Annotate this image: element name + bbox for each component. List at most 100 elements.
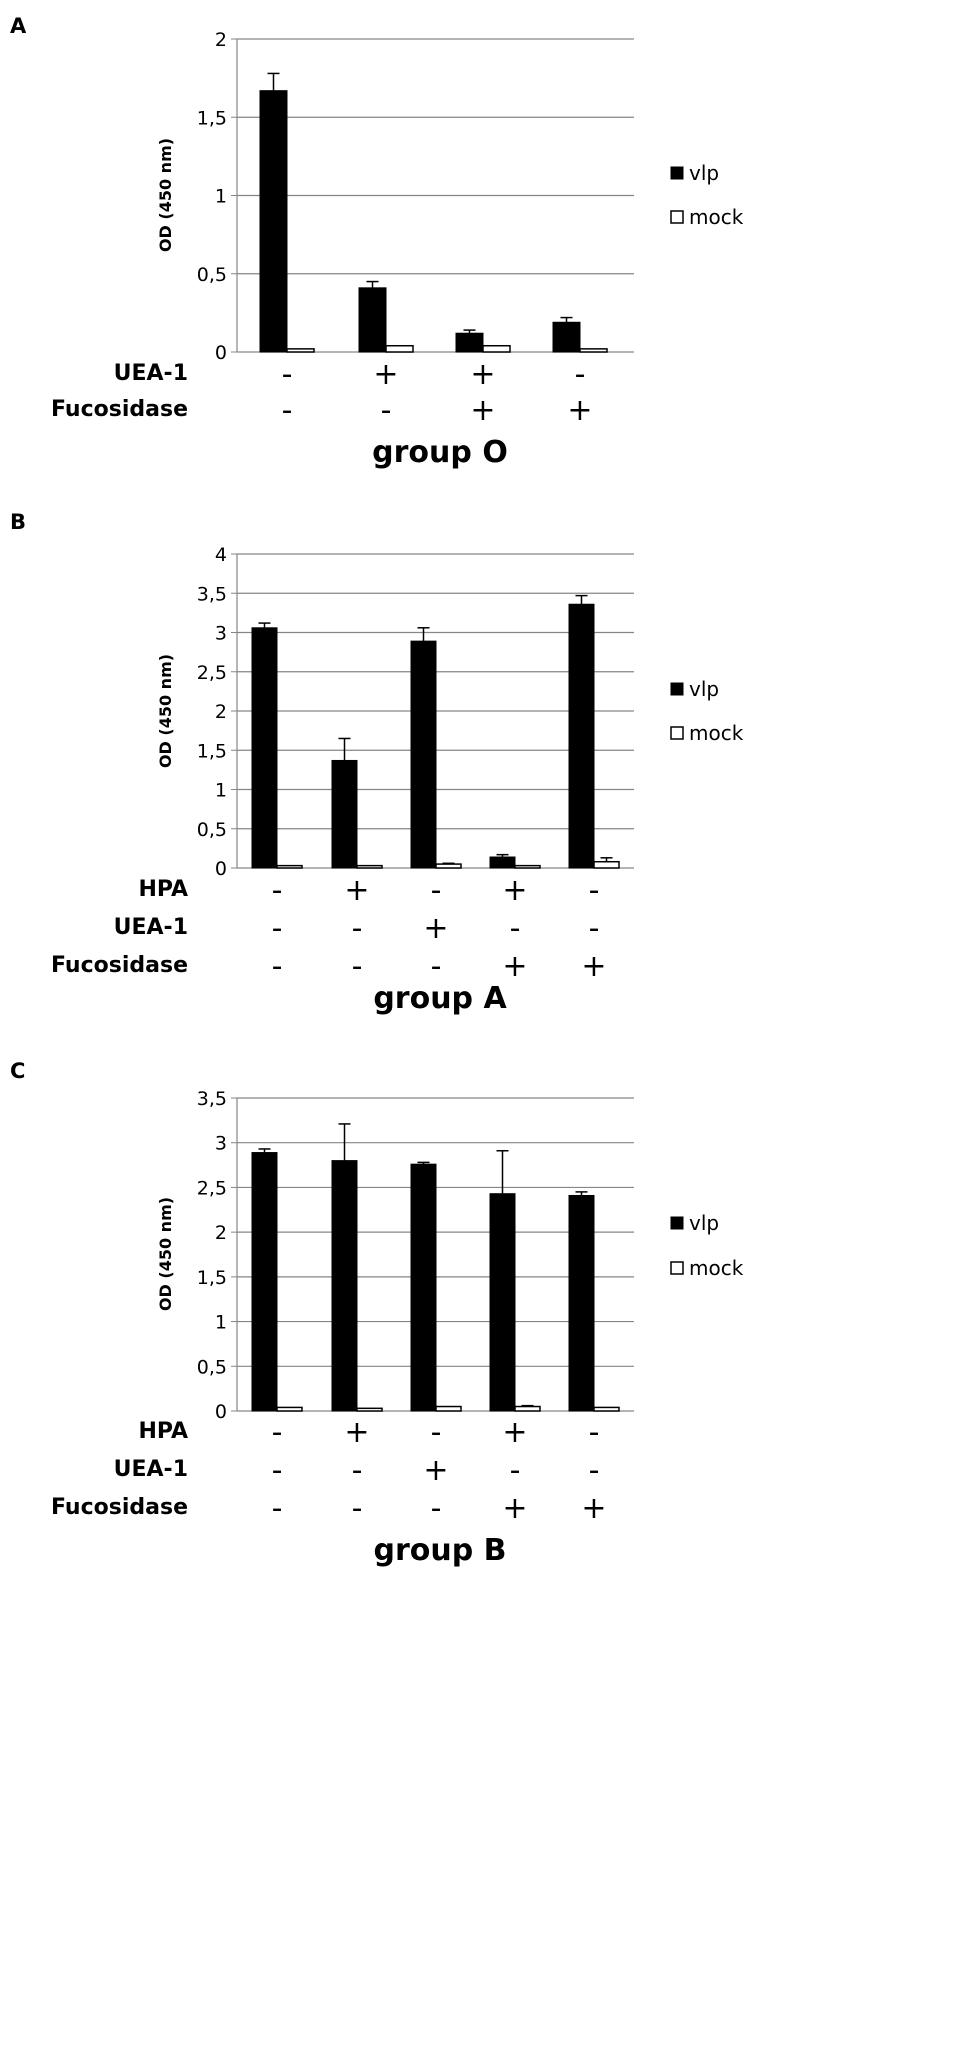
panel-b-legend-label-mock: mock <box>689 721 744 745</box>
panel-c-treatment-label: Fucosidase <box>51 1495 188 1520</box>
panel-c-treatment-label: HPA <box>138 1419 188 1444</box>
panel-c-group-label: group B <box>373 1533 506 1568</box>
panel-c-bar-mock <box>435 1405 462 1412</box>
panel-c-label: C <box>10 1059 25 1083</box>
panel-b-treatment-sign: - <box>272 949 283 984</box>
panel-a-y-tick-label: 2 <box>215 29 227 51</box>
panel-c-bar-mock <box>356 1407 383 1412</box>
panel-c-y-tick-label: 1 <box>215 1312 227 1334</box>
panel-a-treatment-table: UEA-1 - + + - Fucosidase - - + + <box>51 357 593 428</box>
panel-b-treatment-sign: + <box>581 949 606 984</box>
panel-c-bar-mock <box>276 1406 303 1412</box>
panel-b-y-tick-label: 3,5 <box>197 583 227 605</box>
panel-b-treatment-sign: - <box>510 911 521 946</box>
panel-a-y-tick-label: 0,5 <box>197 264 227 286</box>
panel-b-y-tick-label: 3 <box>215 623 227 645</box>
panel-b-treatment-sign: + <box>502 873 527 908</box>
panel-c-bar-vlp <box>568 1194 595 1412</box>
panel-b-y-tick-label: 0,5 <box>197 819 227 841</box>
panel-c-treatment-sign: - <box>272 1491 283 1526</box>
panel-b-treatment-sign: + <box>502 949 527 984</box>
panel-b-bar-vlp <box>568 603 595 869</box>
panel-c-y-ticks: 0 0,5 1 1,5 2 2,5 3 3,5 <box>197 1088 237 1423</box>
panel-b-treatment-label: Fucosidase <box>51 953 188 978</box>
panel-c-y-tick-label: 3,5 <box>197 1088 227 1110</box>
panel-c-treatment-sign: - <box>589 1415 600 1450</box>
panel-c-treatment-sign: - <box>272 1453 283 1488</box>
panel-a-treatment-sign: - <box>282 357 293 392</box>
panel-b-treatment-label: UEA-1 <box>114 915 188 940</box>
panel-b-treatment-sign: - <box>272 873 283 908</box>
panel-b-label: B <box>10 510 26 534</box>
panel-c-bar-vlp <box>331 1160 358 1412</box>
panel-b-y-tick-label: 1 <box>215 780 227 802</box>
panel-c-legend-label-vlp: vlp <box>689 1211 719 1235</box>
panel-b-treatment-sign: - <box>272 911 283 946</box>
panel-c-treatment-sign: - <box>352 1491 363 1526</box>
panel-a-bar-mock <box>579 348 608 353</box>
panel-a-legend-label-mock: mock <box>689 205 744 229</box>
panel-b-bar-mock <box>276 864 303 869</box>
panel-b-bar-vlp <box>489 856 516 869</box>
panel-a-label: A <box>10 14 27 38</box>
panel-c-legend: vlp mock <box>670 1211 744 1280</box>
panel-c-y-tick-label: 2 <box>215 1222 227 1244</box>
panel-a-legend-swatch-vlp <box>670 166 684 180</box>
panel-c-legend-swatch-mock <box>670 1261 684 1275</box>
panel-c-treatment-sign: + <box>502 1491 527 1526</box>
panel-a-treatment-sign: - <box>381 393 392 428</box>
panel-c-treatment-sign: + <box>581 1491 606 1526</box>
panel-c-bar-mock <box>514 1405 541 1412</box>
panel-a-bar-vlp <box>358 287 387 353</box>
panel-c-y-tick-label: 2,5 <box>197 1177 227 1199</box>
panel-b-treatment-sign: - <box>431 873 442 908</box>
panel-c-treatment-sign: - <box>352 1453 363 1488</box>
panel-b-treatment-sign: - <box>352 949 363 984</box>
panel-a-group-label: group O <box>372 435 508 470</box>
panel-b-bar-mock <box>593 860 620 869</box>
panel-c-legend-swatch-vlp <box>670 1216 684 1230</box>
panel-a-legend-swatch-mock <box>670 210 684 224</box>
panel-c-treatment-sign: + <box>502 1415 527 1450</box>
panel-b-bar-mock <box>356 864 383 869</box>
panel-a-treatment-sign: + <box>373 357 398 392</box>
panel-c-treatment-sign: - <box>510 1453 521 1488</box>
panel-b-legend: vlp mock <box>670 677 744 745</box>
panel-b-treatment-sign: - <box>589 911 600 946</box>
panel-b-bar-vlp <box>331 759 358 869</box>
panel-a-legend: vlp mock <box>670 161 744 229</box>
panel-b-bars <box>251 594 620 869</box>
panel-a-treatment-sign: - <box>282 393 293 428</box>
panel-c-bar-vlp <box>251 1152 278 1412</box>
panel-b-treatment-sign: - <box>431 949 442 984</box>
panel-a-bar-vlp <box>259 90 288 353</box>
panel-a-y-ticks: 0 0,5 1 1,5 2 <box>197 29 237 364</box>
panel-a-bar-mock <box>385 344 414 353</box>
panel-b-bar-mock <box>435 863 462 869</box>
panel-a-bar-mock <box>482 344 511 353</box>
panel-a-legend-label-vlp: vlp <box>689 161 719 185</box>
panel-a-bar-vlp <box>455 332 484 353</box>
panel-a-treatment-sign: + <box>470 393 495 428</box>
panel-b-group-label: group A <box>373 981 507 1016</box>
panel-c-bar-vlp <box>410 1163 437 1412</box>
panel-c-bar-mock <box>593 1406 620 1412</box>
panel-c-bar-vlp <box>489 1193 516 1412</box>
panel-b-legend-label-vlp: vlp <box>689 677 719 701</box>
panel-c-treatment-sign: - <box>431 1491 442 1526</box>
panel-b-treatment-label: HPA <box>138 877 188 902</box>
panel-a-y-tick-label: 0 <box>215 342 227 364</box>
panel-a-treatment-sign: + <box>567 393 592 428</box>
panel-b-bar-mock <box>514 864 541 869</box>
panel-b-y-tick-label: 0 <box>215 858 227 880</box>
panel-b-treatment-table: HPA - + - + - UEA-1 - - + - - Fucosidase… <box>51 873 607 984</box>
panel-b-y-tick-label: 1,5 <box>197 740 227 762</box>
panel-a-y-axis-label: OD (450 nm) <box>156 138 175 252</box>
panel-c-treatment-table: HPA - + - + - UEA-1 - - + - - Fucosidase… <box>51 1415 607 1526</box>
panel-b-bar-vlp <box>410 640 437 869</box>
panel-b-treatment-sign: + <box>423 911 448 946</box>
panel-c-legend-label-mock: mock <box>689 1256 744 1280</box>
panel-b-treatment-sign: - <box>589 873 600 908</box>
panel-a-bar-vlp <box>552 321 581 353</box>
